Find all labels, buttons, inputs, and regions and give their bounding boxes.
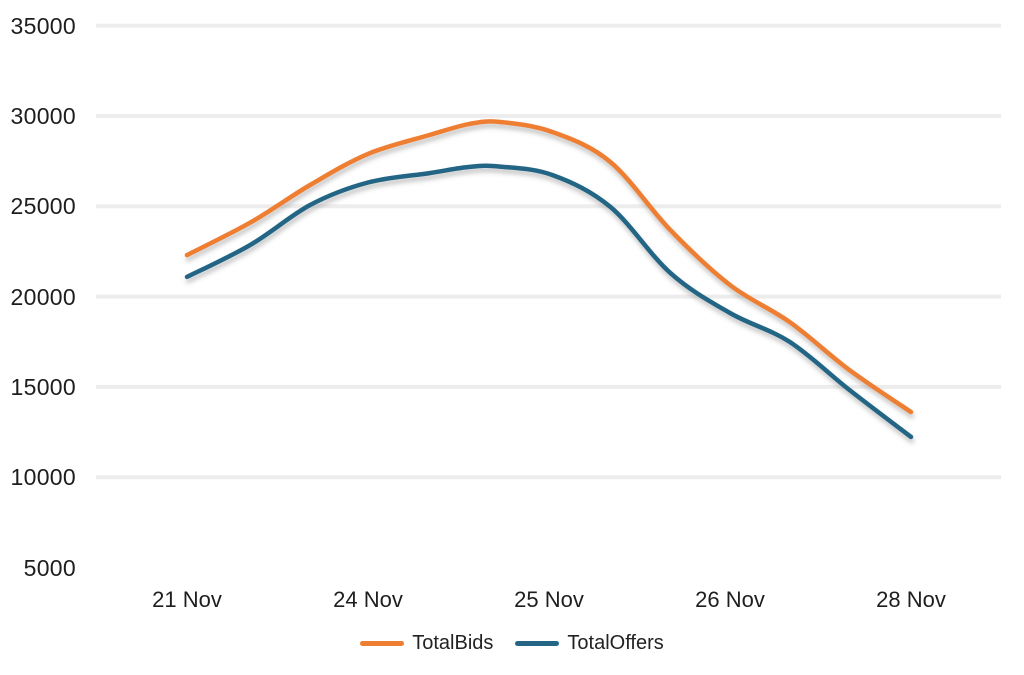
series-line-totaloffers bbox=[184, 163, 914, 440]
legend-item-totalbids: TotalBids bbox=[360, 631, 493, 655]
legend-item-totaloffers: TotalOffers bbox=[515, 631, 664, 655]
gridlines bbox=[96, 23, 1001, 480]
totaloffers-line-swatch bbox=[515, 640, 560, 646]
y-axis-tick-label: 35000 bbox=[10, 13, 76, 39]
x-axis-tick-label: 21 Nov bbox=[152, 587, 222, 612]
y-axis-tick-label: 25000 bbox=[10, 193, 76, 219]
y-axis-tick-label: 30000 bbox=[10, 103, 76, 129]
y-axis-tick-label: 10000 bbox=[10, 464, 76, 490]
x-axis-tick-label: 28 Nov bbox=[876, 587, 946, 612]
series-line-totalbids bbox=[184, 119, 914, 415]
y-axis-tick-label: 5000 bbox=[23, 555, 76, 581]
x-axis-tick-label: 25 Nov bbox=[514, 587, 584, 612]
x-axis-tick-label: 24 Nov bbox=[333, 587, 403, 612]
y-axis-tick-label: 15000 bbox=[10, 374, 76, 400]
totalbids-line-swatch bbox=[360, 640, 405, 646]
x-axis-tick-label: 26 Nov bbox=[695, 587, 765, 612]
series-lines bbox=[184, 119, 914, 440]
chart-legend: TotalBids TotalOffers bbox=[0, 631, 1024, 655]
y-axis-tick-label: 20000 bbox=[10, 284, 76, 310]
legend-label-totalbids: TotalBids bbox=[412, 632, 494, 654]
legend-label-totaloffers: TotalOffers bbox=[567, 632, 664, 654]
